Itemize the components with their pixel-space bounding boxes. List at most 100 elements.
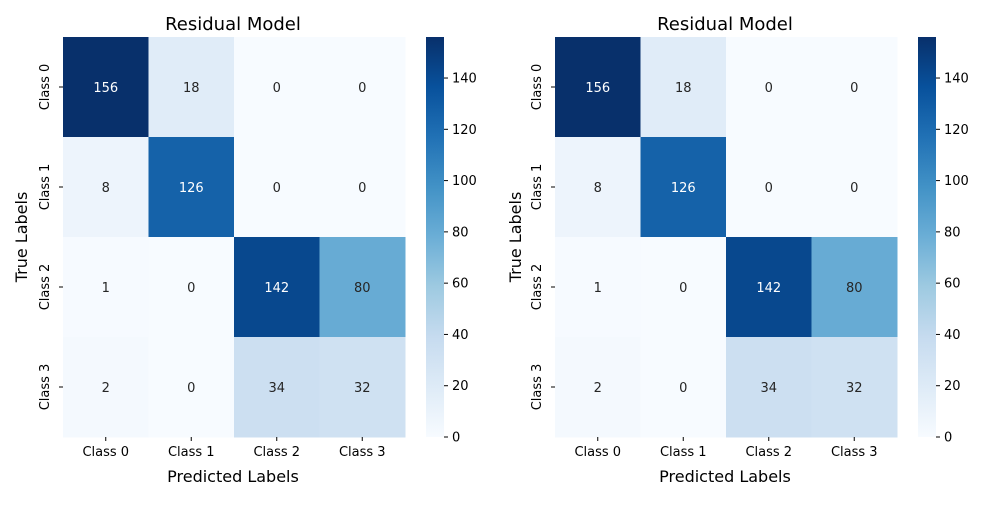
x-tick-label: Class 0 bbox=[82, 445, 129, 460]
heatmap-cell bbox=[148, 337, 235, 438]
cell-value-label: 34 bbox=[268, 381, 285, 396]
cell-value-label: 80 bbox=[846, 281, 863, 296]
heatmap-cell bbox=[63, 37, 149, 138]
cell-value-label: 0 bbox=[273, 81, 281, 96]
x-tick-label: Class 2 bbox=[253, 445, 300, 460]
heatmap-cell bbox=[319, 237, 406, 338]
heatmap-cell bbox=[148, 237, 235, 338]
cell-value-label: 0 bbox=[850, 81, 858, 96]
heatmap-cell bbox=[640, 337, 727, 438]
heatmap-cell bbox=[555, 37, 641, 138]
cell-value-label: 142 bbox=[756, 281, 781, 296]
cell-value-label: 2 bbox=[102, 381, 110, 396]
panel-2-colorbar bbox=[918, 37, 936, 437]
panel-1-title: Residual Model bbox=[165, 14, 301, 35]
x-tick-label: Class 1 bbox=[168, 445, 215, 460]
cell-value-label: 0 bbox=[765, 181, 773, 196]
heatmap-cell bbox=[555, 237, 641, 338]
y-tick-label: Class 1 bbox=[38, 164, 53, 211]
cell-value-label: 34 bbox=[760, 381, 777, 396]
cell-value-label: 0 bbox=[187, 281, 195, 296]
heatmap-cell bbox=[555, 337, 641, 438]
x-tick-label: Class 3 bbox=[831, 445, 878, 460]
heatmap-cell bbox=[640, 37, 727, 138]
y-tick-label: Class 1 bbox=[530, 164, 545, 211]
panel-1-xlabel: Predicted Labels bbox=[167, 467, 299, 486]
heatmap-panel-2: Residual Model 156 18 0 0 8 126 0 0 1 0 142 80 2 0 34 3… bbox=[506, 14, 969, 486]
panel-2-annotations: 156 18 0 0 8 126 0 0 1 0 142 80 2 0 34 32 bbox=[585, 81, 862, 396]
heatmap-cell bbox=[234, 37, 320, 138]
colorbar-tick-label: 120 bbox=[944, 123, 969, 138]
heatmap-cell bbox=[726, 337, 812, 438]
colorbar-tick-label: 20 bbox=[452, 379, 469, 394]
cell-value-label: 32 bbox=[846, 381, 863, 396]
heatmap-cell bbox=[726, 237, 812, 338]
panel-1-cells bbox=[63, 37, 406, 438]
cell-value-label: 32 bbox=[354, 381, 371, 396]
panel-1-ylabel: True Labels bbox=[12, 192, 31, 284]
colorbar-tick-label: 80 bbox=[452, 225, 469, 240]
panel-2-title: Residual Model bbox=[657, 14, 793, 35]
cell-value-label: 18 bbox=[675, 81, 692, 96]
colorbar-tick-label: 120 bbox=[452, 123, 477, 138]
heatmap-cell bbox=[319, 37, 406, 138]
cell-value-label: 156 bbox=[93, 81, 118, 96]
colorbar-tick-label: 0 bbox=[452, 431, 460, 446]
panel-1-colorbar-ticks: 0 20 40 60 80 100 120 140 bbox=[444, 72, 477, 446]
panel-2-y-ticks: Class 0 Class 1 Class 2 Class 3 bbox=[530, 64, 555, 411]
cell-value-label: 126 bbox=[671, 181, 696, 196]
colorbar-tick-label: 60 bbox=[944, 277, 961, 292]
cell-value-label: 1 bbox=[594, 281, 602, 296]
heatmap-cell bbox=[319, 337, 406, 438]
panel-2-cells bbox=[555, 37, 898, 438]
cell-value-label: 1 bbox=[102, 281, 110, 296]
x-tick-label: Class 3 bbox=[339, 445, 386, 460]
heatmap-cell bbox=[640, 137, 727, 238]
heatmap-cell bbox=[811, 237, 898, 338]
panel-2-ylabel: True Labels bbox=[506, 192, 525, 284]
y-tick-label: Class 0 bbox=[38, 64, 53, 111]
y-tick-label: Class 3 bbox=[530, 364, 545, 411]
heatmap-cell bbox=[63, 137, 149, 238]
heatmap-cell bbox=[640, 237, 727, 338]
y-tick-label: Class 2 bbox=[38, 264, 53, 311]
cell-value-label: 0 bbox=[765, 81, 773, 96]
colorbar-tick-label: 100 bbox=[452, 174, 477, 189]
colorbar-tick-label: 140 bbox=[944, 72, 969, 87]
cell-value-label: 80 bbox=[354, 281, 371, 296]
y-tick-label: Class 3 bbox=[38, 364, 53, 411]
colorbar-tick-label: 40 bbox=[944, 328, 961, 343]
cell-value-label: 0 bbox=[273, 181, 281, 196]
x-tick-label: Class 1 bbox=[660, 445, 707, 460]
cell-value-label: 18 bbox=[183, 81, 200, 96]
heatmap-cell bbox=[811, 337, 898, 438]
heatmap-cell bbox=[726, 137, 812, 238]
colorbar-tick-label: 20 bbox=[944, 379, 961, 394]
colorbar-tick-label: 0 bbox=[944, 431, 952, 446]
panel-1-y-ticks: Class 0 Class 1 Class 2 Class 3 bbox=[38, 64, 63, 411]
cell-value-label: 0 bbox=[679, 281, 687, 296]
colorbar-tick-label: 100 bbox=[944, 174, 969, 189]
colorbar-tick-label: 40 bbox=[452, 328, 469, 343]
heatmap-cell bbox=[234, 337, 320, 438]
cell-value-label: 0 bbox=[850, 181, 858, 196]
panel-2-x-ticks: Class 0 Class 1 Class 2 Class 3 bbox=[574, 437, 878, 460]
heatmap-cell bbox=[811, 137, 898, 238]
heatmap-cell bbox=[63, 237, 149, 338]
cell-value-label: 0 bbox=[358, 81, 366, 96]
cell-value-label: 0 bbox=[187, 381, 195, 396]
cell-value-label: 8 bbox=[102, 181, 110, 196]
cell-value-label: 0 bbox=[679, 381, 687, 396]
cell-value-label: 126 bbox=[179, 181, 204, 196]
heatmap-cell bbox=[148, 37, 235, 138]
cell-value-label: 8 bbox=[594, 181, 602, 196]
x-tick-label: Class 2 bbox=[745, 445, 792, 460]
panel-1-annotations: 156 18 0 0 8 126 0 0 1 0 142 80 2 0 34 32 bbox=[93, 81, 370, 396]
panel-1-x-ticks: Class 0 Class 1 Class 2 Class 3 bbox=[82, 437, 386, 460]
colorbar-tick-label: 140 bbox=[452, 72, 477, 87]
y-tick-label: Class 2 bbox=[530, 264, 545, 311]
heatmap-cell bbox=[234, 237, 320, 338]
heatmap-cell bbox=[234, 137, 320, 238]
cell-value-label: 156 bbox=[585, 81, 610, 96]
